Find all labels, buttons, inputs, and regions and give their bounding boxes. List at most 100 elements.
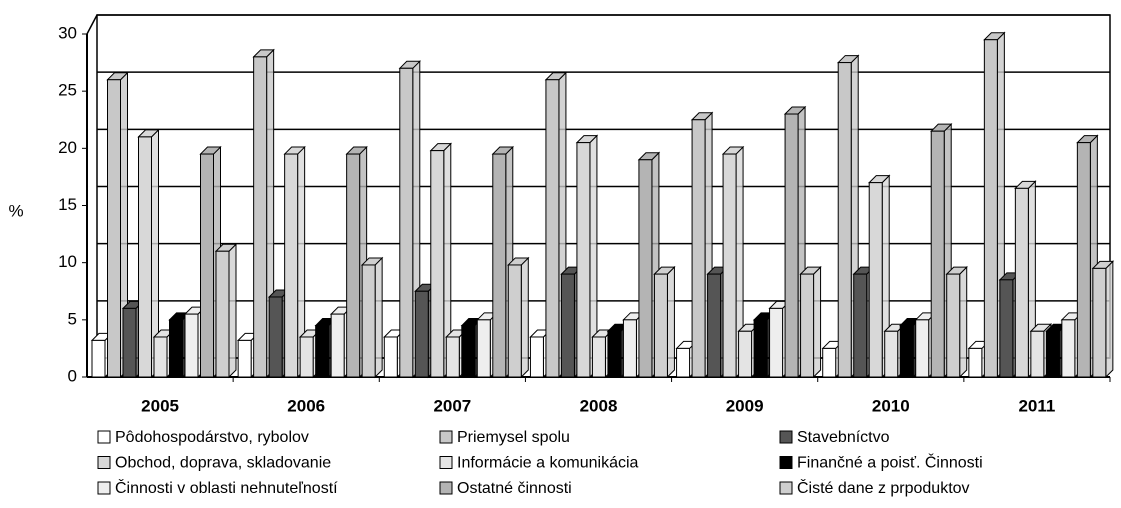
x-tick-label: 2007 xyxy=(433,396,471,415)
bar xyxy=(122,307,137,378)
bar xyxy=(946,273,961,378)
bar xyxy=(884,330,899,378)
bar xyxy=(237,339,252,378)
bar xyxy=(1061,319,1076,378)
bar xyxy=(383,336,398,378)
bar xyxy=(576,142,591,378)
bar xyxy=(607,330,622,378)
bar xyxy=(399,67,414,378)
bar xyxy=(1076,142,1091,378)
bar xyxy=(445,336,460,378)
bar xyxy=(268,296,283,378)
bar xyxy=(545,79,560,378)
legend-swatch xyxy=(439,481,453,495)
legend-label: Pôdohospodárstvo, rybolov xyxy=(115,429,309,446)
bar xyxy=(915,319,930,378)
bar-side xyxy=(520,256,529,379)
bar xyxy=(591,336,606,378)
bar xyxy=(638,159,653,378)
bar xyxy=(930,130,945,378)
y-axis-depth xyxy=(86,14,98,35)
bar xyxy=(284,153,299,378)
bar xyxy=(983,39,998,378)
x-tick-label: 2009 xyxy=(726,396,764,415)
bar xyxy=(722,153,737,378)
y-tick-label: 15 xyxy=(58,195,77,214)
y-tick-label: 10 xyxy=(58,252,77,271)
bar xyxy=(769,307,784,378)
legend-swatch xyxy=(97,481,111,495)
legend-swatch xyxy=(779,456,793,469)
bar xyxy=(691,119,706,378)
bar-side xyxy=(813,265,822,379)
bar xyxy=(853,273,868,378)
bar xyxy=(784,113,799,378)
bar xyxy=(346,153,361,378)
y-tick-label: 20 xyxy=(58,138,77,157)
legend-swatch xyxy=(97,456,111,469)
bar xyxy=(1030,330,1045,378)
bar xyxy=(169,319,183,378)
x-tick-label: 2006 xyxy=(287,396,325,415)
bar xyxy=(800,273,815,378)
bar xyxy=(1014,187,1029,378)
y-axis-label: % xyxy=(8,201,23,220)
bar xyxy=(107,79,121,378)
bar-side xyxy=(1105,260,1114,379)
x-tick-label: 2010 xyxy=(872,396,910,415)
bar xyxy=(899,325,914,378)
bar-side xyxy=(666,265,675,379)
bar xyxy=(560,273,575,378)
bar xyxy=(507,264,522,378)
legend-label: Obchod, doprava, skladovanie xyxy=(115,455,331,472)
legend-swatch xyxy=(779,430,793,444)
bar-side xyxy=(374,256,383,379)
x-tick-label: 2011 xyxy=(1018,396,1055,415)
legend-label: Stavebníctvo xyxy=(797,429,890,446)
x-tick-label: 2005 xyxy=(141,396,179,415)
legend-label: Čisté dane z prpoduktov xyxy=(797,478,970,497)
legend-swatch xyxy=(439,456,453,469)
bar xyxy=(822,347,837,378)
bar xyxy=(1092,267,1107,378)
y-tick-label: 5 xyxy=(68,309,77,328)
legend-label: Ostatné činnosti xyxy=(457,480,572,497)
bar xyxy=(968,347,983,378)
bar-side xyxy=(959,265,968,379)
legend-label: Informácie a komunikácia xyxy=(457,455,639,472)
bar xyxy=(653,273,668,378)
bar xyxy=(999,279,1014,378)
bar xyxy=(91,339,106,378)
y-tick-label: 25 xyxy=(58,81,77,100)
bar xyxy=(138,136,152,378)
bar xyxy=(707,273,722,378)
bar xyxy=(200,153,214,378)
legend-label: Priemysel spolu xyxy=(457,429,570,446)
bar xyxy=(184,313,199,378)
y-tick-label: 30 xyxy=(58,23,77,42)
bar xyxy=(738,330,753,378)
bar xyxy=(299,336,314,378)
bar xyxy=(868,182,883,378)
bar xyxy=(430,150,445,378)
bar xyxy=(461,325,476,378)
legend-label: Činnosti v oblasti nehnuteľností xyxy=(115,478,338,497)
bar xyxy=(676,347,691,378)
bar xyxy=(529,336,544,378)
bar xyxy=(253,56,268,378)
bar xyxy=(753,319,768,378)
legend-swatch xyxy=(779,481,793,495)
legend-label: Finančné a poisť. Činnosti xyxy=(797,453,983,472)
bar xyxy=(476,319,491,378)
bar xyxy=(622,319,637,378)
bar xyxy=(330,313,345,378)
bar xyxy=(492,153,507,378)
legend-swatch xyxy=(97,430,111,444)
y-tick-label: 0 xyxy=(68,366,77,385)
x-tick-label: 2008 xyxy=(580,396,618,415)
bar-side xyxy=(228,243,237,379)
bar xyxy=(837,62,852,378)
bar xyxy=(315,325,330,378)
bar xyxy=(1045,330,1060,378)
